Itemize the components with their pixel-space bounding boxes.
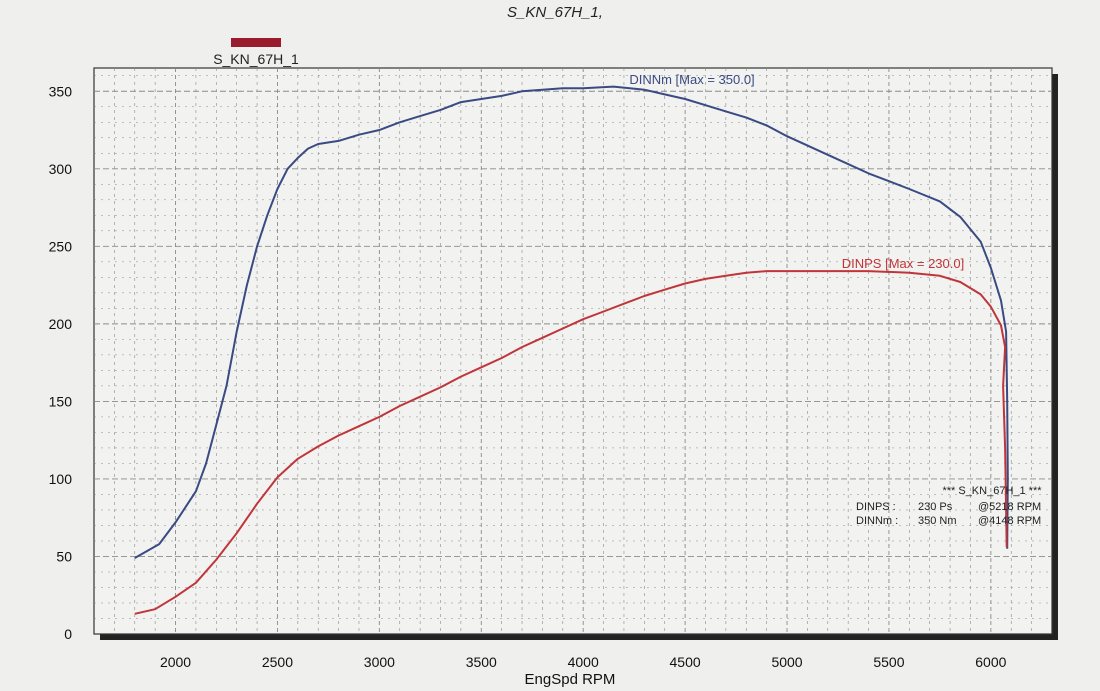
chart-subtitle: S_KN_67H_1, [507, 4, 603, 21]
x-tick-label: 3000 [364, 654, 395, 670]
annotation-row-value: 230 Ps [918, 501, 953, 513]
grid [94, 68, 1052, 634]
series-label-dinps: DINPS [Max = 230.0] [842, 256, 964, 271]
y-tick-label: 100 [49, 471, 73, 487]
x-tick-label: 6000 [975, 654, 1006, 670]
y-tick-label: 50 [56, 548, 72, 564]
annotation-row-label: DINNm : [856, 515, 898, 527]
x-tick-label: 5500 [873, 654, 904, 670]
x-tick-label: 2500 [262, 654, 293, 670]
series-line-dinps [134, 270, 1008, 615]
x-tick-label: 3500 [466, 654, 497, 670]
annotation-title: *** S_KN_67H_1 *** [942, 485, 1042, 497]
annotation-row-rpm: @4148 RPM [978, 515, 1041, 527]
y-tick-label: 300 [49, 161, 73, 177]
x-tick-label: 5000 [771, 654, 802, 670]
x-axis-label: EngSpd RPM [525, 671, 616, 688]
x-tick-label: 4000 [568, 654, 599, 670]
y-tick-label: 350 [49, 83, 73, 99]
legend-label: S_KN_67H_1 [213, 51, 299, 67]
annotation-box: *** S_KN_67H_1 *** DINPS : 230 Ps @5218 … [856, 485, 1042, 527]
axis-ticks: 2000 2500 3000 3500 4000 4500 5000 5500 6000 0 50 1… [49, 83, 1007, 670]
legend-swatch [231, 38, 281, 47]
series-line-dinnm [134, 85, 1009, 559]
x-tick-label: 4500 [670, 654, 701, 670]
annotation-row-label: DINPS : [856, 501, 896, 513]
annotation-row-rpm: @5218 RPM [978, 501, 1041, 513]
series-label-dinnm: DINNm [Max = 350.0] [629, 72, 754, 87]
y-tick-label: 150 [49, 393, 73, 409]
y-tick-label: 0 [64, 626, 72, 642]
y-tick-label: 250 [49, 238, 73, 254]
x-tick-label: 2000 [160, 654, 191, 670]
y-tick-label: 200 [49, 316, 73, 332]
plot-area [93, 67, 1053, 635]
annotation-row-value: 350 Nm [918, 515, 957, 527]
series-group [134, 85, 1009, 615]
